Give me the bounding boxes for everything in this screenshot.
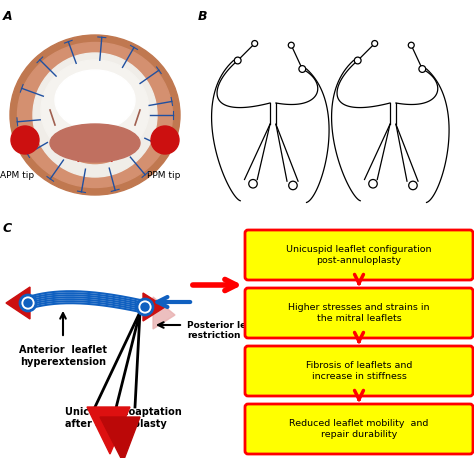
Circle shape — [369, 180, 377, 188]
Polygon shape — [87, 407, 130, 454]
FancyBboxPatch shape — [245, 288, 473, 338]
Text: A: A — [3, 10, 13, 23]
FancyBboxPatch shape — [245, 346, 473, 396]
Text: Fibrosis of leaflets and
increase in stiffness: Fibrosis of leaflets and increase in sti… — [306, 361, 412, 381]
Circle shape — [11, 126, 39, 154]
Ellipse shape — [18, 43, 173, 187]
FancyBboxPatch shape — [245, 230, 473, 280]
Text: Reduced leaflet mobility  and
repair durability: Reduced leaflet mobility and repair dura… — [289, 420, 428, 439]
Circle shape — [288, 42, 294, 48]
Circle shape — [234, 57, 241, 64]
Circle shape — [372, 40, 378, 46]
FancyBboxPatch shape — [245, 404, 473, 454]
Ellipse shape — [41, 60, 149, 160]
Text: Unicuspid coaptation
after annuloplasty: Unicuspid coaptation after annuloplasty — [65, 407, 182, 429]
Polygon shape — [143, 293, 165, 321]
Circle shape — [24, 299, 32, 307]
Polygon shape — [100, 417, 140, 458]
Circle shape — [252, 40, 258, 46]
Circle shape — [289, 181, 297, 190]
Circle shape — [299, 65, 306, 72]
Circle shape — [409, 181, 417, 190]
Circle shape — [137, 299, 153, 315]
Text: PPM tip: PPM tip — [147, 170, 181, 180]
Text: Unicuspid leaflet configuration
post-annuloplasty: Unicuspid leaflet configuration post-ann… — [286, 245, 432, 265]
Polygon shape — [6, 287, 30, 319]
Circle shape — [408, 42, 414, 48]
Circle shape — [419, 65, 426, 72]
Circle shape — [354, 57, 361, 64]
Text: C: C — [3, 222, 12, 235]
Circle shape — [141, 303, 149, 311]
Text: Posterior leaflet
restriction: Posterior leaflet restriction — [187, 321, 270, 340]
Circle shape — [20, 295, 36, 311]
Text: Higher stresses and strains in
the mitral leaflets: Higher stresses and strains in the mitra… — [288, 303, 430, 323]
Text: B: B — [198, 10, 208, 23]
Ellipse shape — [55, 70, 135, 130]
Ellipse shape — [50, 124, 140, 162]
Text: Anterior  leaflet
hyperextension: Anterior leaflet hyperextension — [19, 345, 107, 366]
Circle shape — [151, 126, 179, 154]
Ellipse shape — [10, 35, 180, 195]
Circle shape — [249, 180, 257, 188]
Polygon shape — [153, 297, 175, 329]
Text: APM tip: APM tip — [0, 170, 34, 180]
